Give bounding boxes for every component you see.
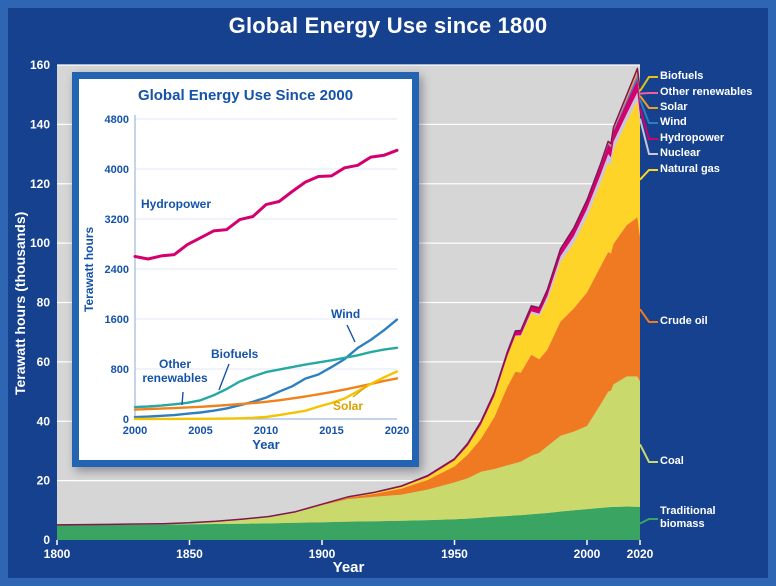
svg-text:40: 40: [37, 414, 51, 428]
legend-label: Nuclear: [660, 147, 701, 159]
legend-label: Biofuels: [660, 70, 704, 82]
main-x-axis-label: Year: [332, 559, 365, 576]
inset-title: Global Energy Use Since 2000: [137, 87, 354, 104]
inset-label-other-renewables: Other renewables: [142, 357, 208, 385]
svg-text:1900: 1900: [309, 547, 336, 561]
legend-label: Hydropower: [660, 132, 725, 144]
inset-chart-panel: 0 800 1600 2400 3200 4000 4800 2000 2005 2010 2015…: [72, 72, 419, 467]
svg-text:120: 120: [30, 177, 50, 191]
svg-text:80: 80: [37, 296, 51, 310]
inset-chart: 0 800 1600 2400 3200 4000 4800 2000 2005 2010 2015…: [105, 114, 410, 437]
main-y-axis-label: Terawatt hours (thousands): [12, 211, 28, 395]
legend-label: Solar: [660, 101, 688, 113]
legend-item-nuclear: Nuclear: [660, 147, 764, 160]
svg-text:2400: 2400: [105, 264, 129, 276]
svg-text:2015: 2015: [319, 425, 343, 437]
legend-item-other-renewables: Other renewables: [660, 86, 764, 99]
svg-text:20: 20: [37, 474, 51, 488]
legend-label: Traditional biomass: [660, 505, 716, 530]
legend-item-crude-oil: Crude oil: [660, 315, 764, 328]
legend-item-traditional-biomass: Traditional biomass: [660, 505, 740, 531]
page-title: Global Energy Use since 1800: [228, 13, 548, 38]
svg-text:1950: 1950: [441, 547, 468, 561]
svg-text:100: 100: [30, 236, 50, 250]
legend-item-natural-gas: Natural gas: [660, 163, 764, 176]
svg-text:140: 140: [30, 117, 50, 131]
legend-item-biofuels: Biofuels: [660, 70, 764, 83]
inset-label-biofuels: Biofuels: [211, 347, 259, 361]
legend-label: Other renewables: [660, 86, 753, 98]
svg-text:0: 0: [43, 533, 50, 547]
svg-text:2020: 2020: [627, 547, 654, 561]
svg-text:0: 0: [123, 414, 129, 426]
inset-label-hydropower: Hydropower: [141, 197, 212, 211]
svg-text:1600: 1600: [105, 314, 129, 326]
inset-y-axis-label: Terawatt hours: [82, 226, 96, 312]
inset-label-wind: Wind: [331, 307, 361, 321]
svg-text:4000: 4000: [105, 164, 129, 176]
svg-text:4800: 4800: [105, 114, 129, 126]
legend-label: Crude oil: [660, 315, 708, 327]
legend-item-wind: Wind: [660, 116, 764, 129]
legend-label: Coal: [660, 455, 684, 467]
svg-text:800: 800: [111, 364, 129, 376]
legend-label: Natural gas: [660, 163, 720, 175]
svg-text:160: 160: [30, 58, 50, 72]
legend-item-hydropower: Hydropower: [660, 132, 764, 145]
svg-text:1850: 1850: [176, 547, 203, 561]
svg-text:2020: 2020: [385, 425, 409, 437]
legend-item-coal: Coal: [660, 455, 764, 468]
inset-x-axis-label: Year: [252, 437, 280, 452]
svg-text:60: 60: [37, 355, 51, 369]
legend-item-solar: Solar: [660, 101, 764, 114]
svg-text:1800: 1800: [44, 547, 71, 561]
svg-text:2000: 2000: [123, 425, 147, 437]
svg-text:2005: 2005: [188, 425, 212, 437]
legend-label: Wind: [660, 116, 687, 128]
svg-text:2010: 2010: [254, 425, 278, 437]
svg-text:2000: 2000: [574, 547, 601, 561]
inset-label-solar: Solar: [333, 399, 364, 413]
svg-text:3200: 3200: [105, 214, 129, 226]
